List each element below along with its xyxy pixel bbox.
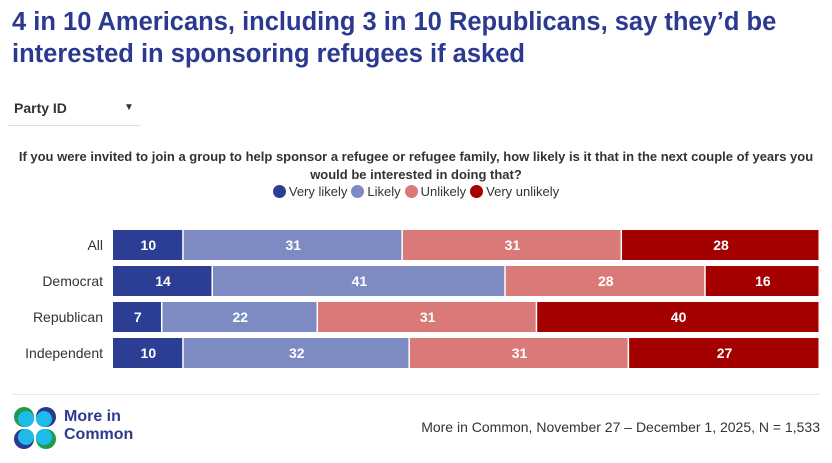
data-label: 32 xyxy=(289,345,305,361)
legend: Very likely Likely Unlikely Very unlikely xyxy=(0,184,832,201)
bar-segment[interactable] xyxy=(113,302,161,332)
bar-segment[interactable] xyxy=(622,230,819,260)
category-label: Republican xyxy=(33,309,103,325)
divider xyxy=(12,394,820,395)
bar-segment[interactable] xyxy=(505,266,705,296)
data-label: 14 xyxy=(155,273,171,289)
data-label: 31 xyxy=(420,309,436,325)
bar-segment[interactable] xyxy=(113,338,183,368)
legend-swatch xyxy=(470,185,484,198)
data-label: 28 xyxy=(598,273,614,289)
source-note: More in Common, November 27 – December 1… xyxy=(421,419,820,435)
bar-segment[interactable] xyxy=(162,302,317,332)
logo-line2: Common xyxy=(64,426,134,443)
bar-segment[interactable] xyxy=(113,266,212,296)
legend-label: Unlikely xyxy=(420,184,467,199)
bar-segment[interactable] xyxy=(409,338,628,368)
legend-swatch xyxy=(272,185,286,198)
data-label: 7 xyxy=(134,309,142,325)
bar-segment[interactable] xyxy=(212,266,505,296)
bar-segment[interactable] xyxy=(318,302,536,332)
legend-item[interactable]: Very unlikely xyxy=(470,184,559,199)
chevron-down-icon: ▼ xyxy=(124,102,134,113)
data-label: 10 xyxy=(141,237,157,253)
bar-segment[interactable] xyxy=(113,230,183,260)
logo-text: More in Common xyxy=(64,408,133,444)
dropdown-label: Party ID xyxy=(14,100,67,116)
legend-item[interactable]: Very likely xyxy=(272,184,348,199)
more-in-common-logo xyxy=(14,407,56,449)
chart-title: 4 in 10 Americans, including 3 in 10 Rep… xyxy=(12,8,777,68)
party-id-dropdown[interactable]: Party ID ▼ xyxy=(8,98,140,126)
stacked-bar-chart: All 10 31 31 28 Democrat 14 41 28 16 Republican 7 22… xyxy=(25,230,819,368)
bar-segment[interactable] xyxy=(402,230,621,260)
legend-label: Very likely xyxy=(288,184,348,199)
question-text: If you were invited to join a group to h… xyxy=(18,149,814,182)
bar-segment[interactable] xyxy=(537,302,819,332)
category-label: All xyxy=(87,237,103,253)
data-label: 40 xyxy=(671,309,687,325)
bar-segment[interactable] xyxy=(183,230,402,260)
data-label: 31 xyxy=(505,237,521,253)
legend-item[interactable]: Likely xyxy=(351,184,401,199)
category-label: Independent xyxy=(25,345,103,361)
category-label: Democrat xyxy=(42,273,103,289)
data-label: 22 xyxy=(232,309,248,325)
legend-label: Very unlikely xyxy=(486,184,560,199)
legend-swatch xyxy=(351,185,365,198)
data-label: 10 xyxy=(141,345,157,361)
data-label: 28 xyxy=(713,237,729,253)
legend-item[interactable]: Unlikely xyxy=(404,184,467,199)
data-label: 31 xyxy=(285,237,301,253)
data-label: 31 xyxy=(512,345,528,361)
bar-segment[interactable] xyxy=(183,338,409,368)
legend-swatch xyxy=(404,185,418,198)
legend-label: Likely xyxy=(367,184,401,199)
bar-segment[interactable] xyxy=(629,338,819,368)
bar-segment[interactable] xyxy=(705,266,819,296)
data-label: 41 xyxy=(352,273,368,289)
logo-line1: More in xyxy=(64,408,121,425)
data-label: 27 xyxy=(717,345,733,361)
data-label: 16 xyxy=(755,273,771,289)
